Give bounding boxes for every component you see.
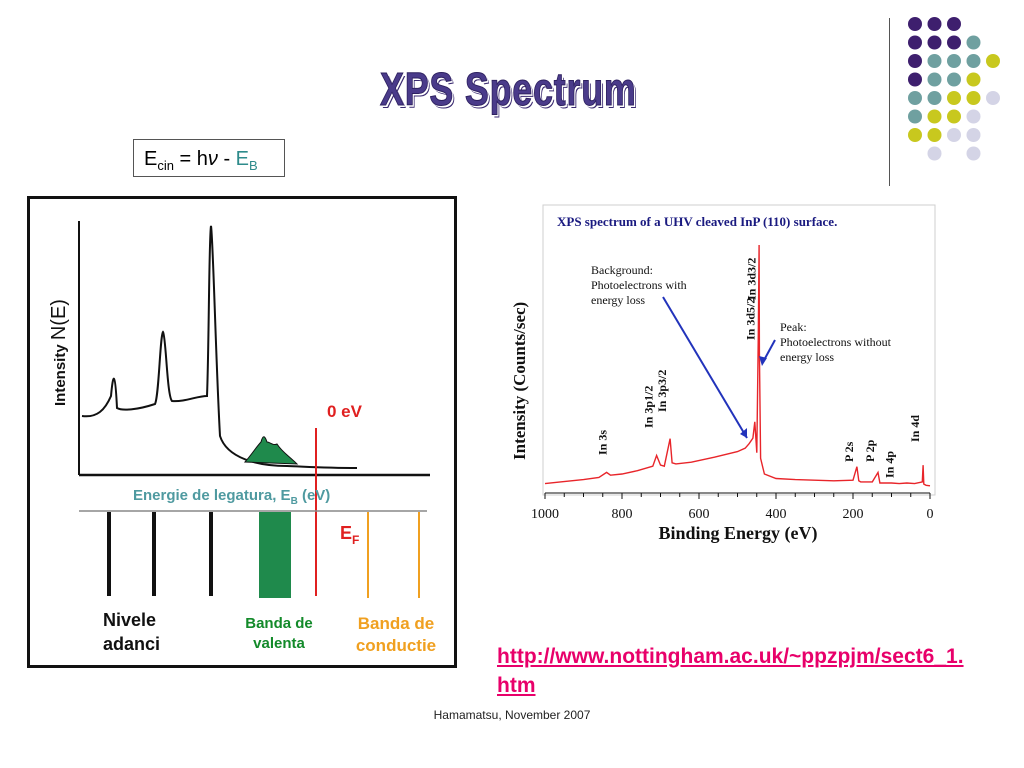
x-tick-label: 400	[766, 507, 787, 522]
decorative-dot	[927, 35, 942, 50]
peak-arrow-head	[759, 356, 767, 366]
decorative-dot	[986, 54, 1000, 68]
decorative-dot	[947, 54, 961, 68]
decorative-dot	[966, 91, 981, 105]
kinetic-energy-formula: Ecin = hν - EB	[133, 139, 285, 177]
energy-diagram-box	[27, 196, 457, 668]
decorative-dot	[908, 109, 922, 124]
slide-title: XPS Spectrum	[380, 63, 637, 116]
decorative-dot	[927, 109, 942, 124]
decorative-dot	[966, 109, 981, 124]
conduction-band-label: Banda de conductie	[356, 614, 436, 655]
decorative-dot	[908, 35, 922, 50]
decorative-dot	[908, 17, 922, 31]
chart-title: XPS spectrum of a UHV cleaved InP (110) …	[557, 214, 837, 229]
xps-spectrum-chart: XPS spectrum of a UHV cleaved InP (110) …	[510, 204, 936, 544]
decorative-dot	[966, 128, 981, 142]
chart-y-label: Intensity (Counts/sec)	[510, 302, 529, 460]
background-arrow	[662, 296, 748, 439]
decorative-dot-grid	[908, 17, 1000, 161]
decorative-dot	[927, 128, 942, 142]
x-tick-label: 800	[612, 507, 633, 522]
decorative-dot	[908, 91, 922, 105]
valence-band-peak	[243, 436, 299, 465]
energy-diagram: 0 eV Intensity N(E) Energie de legatura,…	[48, 221, 436, 655]
decorative-dot	[966, 54, 981, 68]
background-arrow-head	[740, 428, 747, 438]
peak-annotation: Peak: Photoelectrons without energy loss	[780, 320, 892, 364]
peak-label: In 4p	[882, 451, 896, 478]
x-tick-label: 200	[843, 507, 864, 522]
divider-line	[889, 18, 890, 186]
decorative-dot	[947, 109, 961, 124]
decorative-dot	[947, 17, 961, 31]
peak-label: In 3d5/2	[743, 298, 757, 340]
peak-label: P 2s	[842, 441, 856, 462]
decorative-dot	[966, 146, 981, 161]
core-levels-label: Nivele adanci	[103, 610, 160, 654]
spectrum-series-line	[544, 244, 931, 487]
decorative-dot	[927, 17, 942, 31]
decorative-dot	[908, 72, 922, 87]
diagram-spectrum-curve	[81, 225, 358, 469]
peak-label: In 4d	[908, 415, 922, 442]
slide-footer: Hamamatsu, November 2007	[433, 708, 591, 722]
decorative-dot	[927, 91, 942, 105]
x-tick-label: 1000	[531, 507, 559, 522]
chart-x-axis: 1000 800 600 400 200 0	[531, 492, 934, 522]
peak-label: In 3s	[596, 430, 610, 455]
decorative-dot	[947, 35, 961, 50]
peak-labels: In 3s In 3p1/2 In 3p3/2 In 3d5/2In 3d3/2 P 2…	[596, 258, 923, 478]
decorative-dot	[966, 72, 981, 87]
chart-x-label: Binding Energy (eV)	[658, 523, 817, 544]
diagram-y-label: Intensity N(E)	[48, 299, 70, 406]
decorative-dot	[908, 128, 922, 142]
decorative-dot	[927, 72, 942, 87]
source-link[interactable]: http://www.nottingham.ac.uk/~ppzpjm/sect…	[497, 645, 964, 697]
background-annotation: Background: Photoelectrons with energy los…	[591, 263, 687, 307]
decorative-dot	[927, 54, 942, 68]
decorative-dot	[927, 146, 942, 161]
valence-band-label: Banda de valenta	[245, 615, 313, 652]
decorative-dot	[947, 72, 961, 87]
x-tick-label: 600	[689, 507, 710, 522]
zero-ev-label: 0 eV	[327, 402, 363, 421]
decorative-dot	[966, 35, 981, 50]
valence-band-block	[259, 512, 291, 598]
peak-label: In 3d3/2	[744, 258, 758, 300]
decorative-dot	[947, 128, 961, 142]
decorative-dot	[908, 54, 922, 68]
peak-label: In 3p3/2	[655, 370, 669, 412]
decorative-dot	[947, 91, 961, 105]
chart-plot-area	[542, 204, 936, 496]
diagram-x-label: Energie de legatura, EB (eV)	[133, 487, 330, 507]
decorative-dot	[986, 91, 1000, 105]
x-tick-label: 0	[927, 507, 934, 522]
peak-label: P 2p	[863, 439, 877, 462]
fermi-energy-label: EF	[340, 523, 359, 547]
peak-label: In 3p1/2	[642, 386, 656, 428]
